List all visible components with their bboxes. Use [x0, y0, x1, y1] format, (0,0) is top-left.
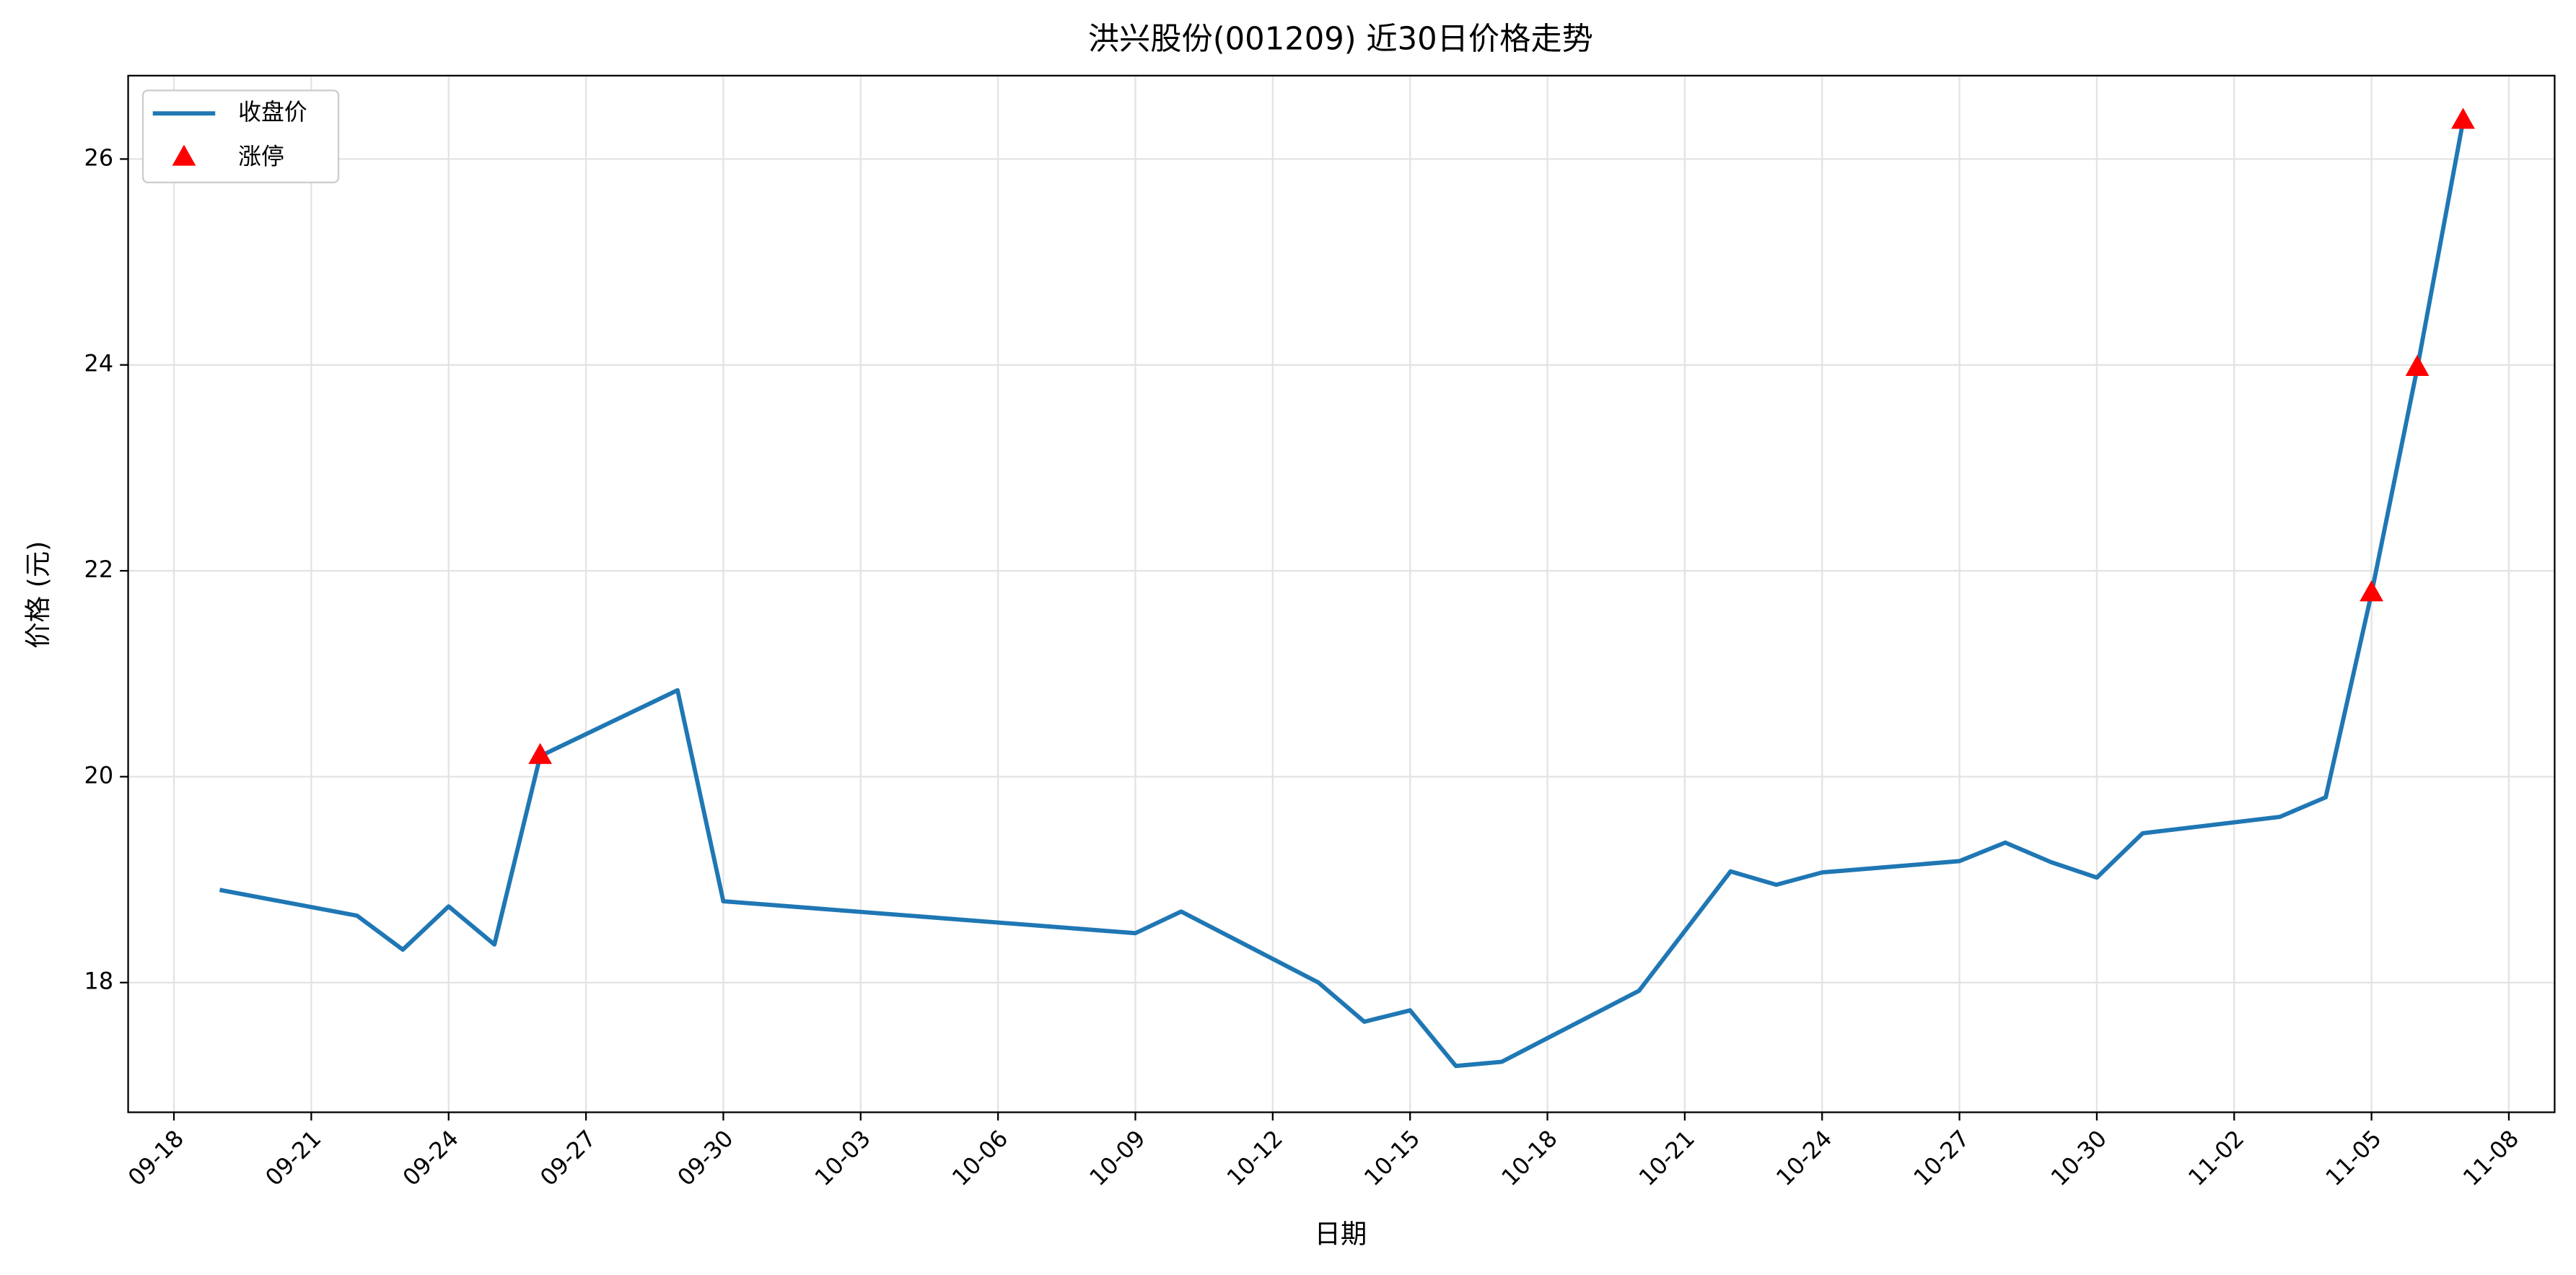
y-tick-label: 24 [84, 350, 114, 377]
x-tick-label: 10-06 [947, 1125, 1013, 1191]
x-tick-label: 09-21 [260, 1125, 326, 1191]
x-tick-label: 10-03 [810, 1125, 876, 1191]
x-tick-label: 09-18 [123, 1125, 189, 1191]
price-line [219, 121, 2466, 1069]
legend-label: 涨停 [238, 143, 284, 170]
limit-up-marker [528, 742, 553, 764]
legend-marker [172, 144, 196, 166]
x-tick-label: 10-12 [1222, 1125, 1288, 1191]
limit-up-marker [2451, 108, 2475, 129]
x-tick-label: 10-27 [1908, 1125, 1974, 1191]
x-tick-label: 09-27 [535, 1125, 601, 1191]
plot-frame [127, 74, 2556, 1113]
x-tick-label: 11-05 [2320, 1125, 2386, 1191]
x-tick-label: 11-08 [2458, 1125, 2524, 1191]
x-tick-label: 09-30 [672, 1125, 738, 1191]
x-tick-label: 10-24 [1771, 1125, 1837, 1191]
x-tick-label: 10-09 [1084, 1125, 1150, 1191]
y-tick-label: 22 [84, 556, 114, 583]
x-tick-label: 10-30 [2046, 1125, 2112, 1191]
x-tick-label: 10-18 [1496, 1125, 1562, 1191]
x-tick-label: 11-02 [2183, 1125, 2249, 1191]
y-axis-label: 价格 (元) [22, 541, 53, 649]
legend-label: 收盘价 [238, 98, 307, 126]
x-tick-label: 10-21 [1634, 1125, 1700, 1191]
y-tick-label: 26 [84, 144, 114, 171]
y-tick-label: 20 [84, 761, 114, 789]
x-tick-label: 09-24 [398, 1125, 464, 1191]
chart-title: 洪兴股份(001209) 近30日价格走势 [1088, 22, 1593, 58]
x-axis-label: 日期 [1314, 1219, 1367, 1250]
y-tick-label: 18 [84, 968, 114, 995]
x-tick-label: 10-15 [1359, 1125, 1425, 1191]
limit-up-marker [2360, 580, 2383, 602]
limit-up-marker [2405, 354, 2430, 376]
